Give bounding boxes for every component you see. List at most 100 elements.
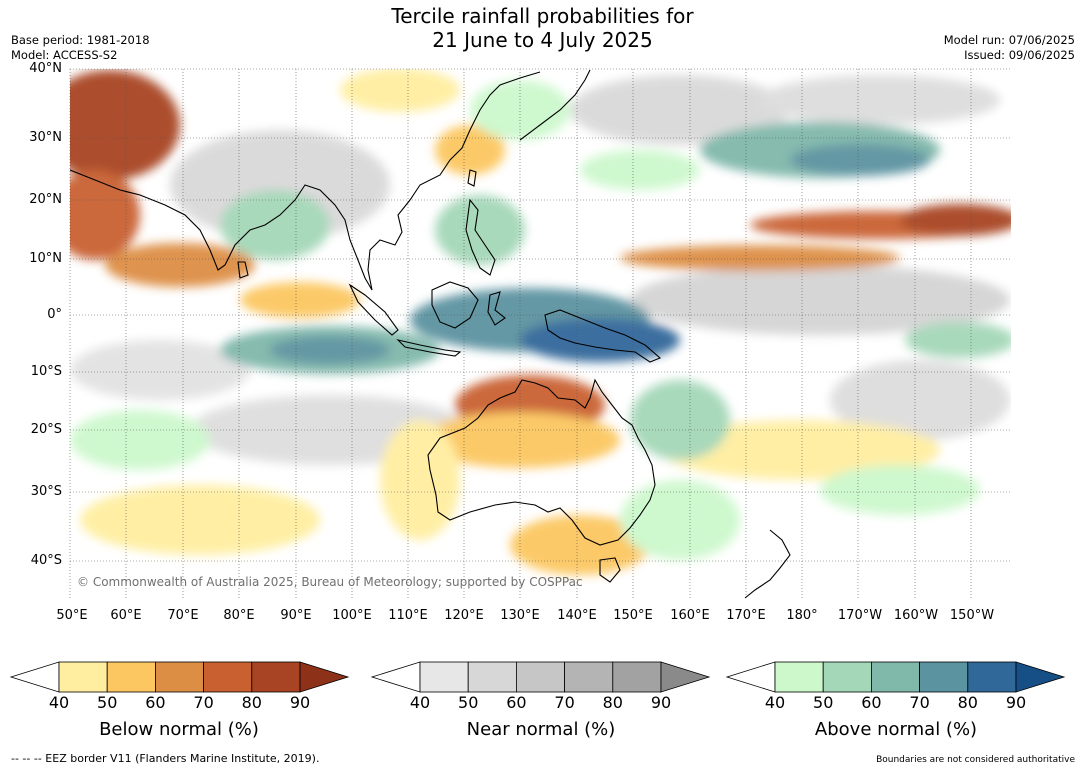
colorbar-swatch — [106, 661, 156, 693]
colorbar-swatch — [774, 661, 824, 693]
coastline-japan — [519, 69, 591, 141]
coastline-philippines — [465, 198, 496, 276]
coastline-sri-lanka — [237, 261, 249, 279]
coastline-tasmania — [599, 557, 621, 583]
lon-label: 160°W — [893, 608, 939, 623]
colorbar-0 — [9, 661, 350, 693]
colorbar-tick-label: 90 — [1005, 693, 1027, 712]
lon-label: 50°E — [56, 608, 88, 623]
lat-label: 0° — [47, 307, 62, 322]
colorbar-swatch — [967, 661, 1017, 693]
coastline-new-guinea — [544, 309, 662, 363]
issued-date: Issued: 09/06/2025 — [964, 48, 1075, 62]
lat-label: 20°S — [30, 422, 62, 437]
colorbar-swatch — [822, 661, 872, 693]
colorbar-swatch — [154, 661, 204, 693]
coastline-sumatra — [348, 283, 399, 336]
lat-label: 30°S — [30, 484, 62, 499]
colorbar-swatch — [871, 661, 921, 693]
colorbar-label-above: Above normal (%) — [814, 719, 978, 740]
coastline-sulawesi — [487, 291, 506, 326]
copyright-notice: © Commonwealth of Australia 2025, Bureau… — [77, 575, 583, 589]
colorbar-left-extension — [725, 661, 776, 693]
colorbar-swatch — [516, 661, 566, 693]
lat-label: 10°S — [30, 364, 62, 379]
colorbar-tick-label: 70 — [554, 693, 575, 712]
colorbar-left-extension — [9, 661, 60, 693]
colorbar-tick-label: 50 — [458, 693, 479, 712]
colorbar-swatch — [58, 661, 108, 693]
model-run: Model run: 07/06/2025 — [943, 33, 1075, 47]
colorbar-tick-label: 80 — [602, 693, 623, 712]
lon-label: 170°W — [837, 608, 883, 623]
colorbar-swatch — [467, 661, 517, 693]
colorbar-right-extension — [1015, 661, 1066, 693]
colorbar-1 — [370, 661, 711, 693]
colorbar-tick-label: 40 — [48, 693, 70, 712]
base-period: Base period: 1981-2018 — [11, 33, 150, 47]
colorbar-tick-label: 90 — [650, 693, 672, 712]
lon-label: 150°W — [949, 608, 995, 623]
lat-label: 40°N — [29, 61, 62, 76]
lon-label: 100°E — [332, 608, 372, 623]
coastlines — [70, 69, 791, 599]
lat-label: 30°N — [29, 130, 62, 145]
graticule — [69, 68, 1011, 600]
colorbars — [9, 661, 1066, 693]
lon-label: 150°E — [613, 608, 653, 623]
model-name: Model: ACCESS-S2 — [11, 48, 118, 62]
colorbar-tick-label: 50 — [97, 693, 118, 712]
lon-label: 90°E — [280, 608, 312, 623]
colorbar-swatch — [612, 661, 662, 693]
colorbar-swatch — [203, 661, 253, 693]
colorbar-tick-label: 60 — [861, 693, 882, 712]
coastline-java — [396, 339, 462, 357]
colorbar-right-extension — [660, 661, 711, 693]
boundary-disclaimer: Boundaries are not considered authoritat… — [876, 755, 1075, 765]
colorbar-tick-label: 80 — [957, 693, 978, 712]
colorbar-tick-label: 40 — [409, 693, 431, 712]
lon-label: 120°E — [444, 608, 484, 623]
colorbar-right-extension — [299, 661, 350, 693]
colorbar-tick-label: 90 — [289, 693, 311, 712]
meta-left: Base period: 1981-2018 Model: ACCESS-S2 — [11, 33, 150, 63]
colorbar-tick-label: 50 — [813, 693, 834, 712]
lat-label: 20°N — [29, 192, 62, 207]
colorbar-swatch — [419, 661, 469, 693]
colorbar-swatch — [919, 661, 969, 693]
lon-label: 60°E — [110, 608, 142, 623]
colorbar-tick-label: 60 — [145, 693, 166, 712]
lon-label: 140°E — [557, 608, 597, 623]
colorbar-tick-label: 60 — [506, 693, 527, 712]
coastline-new-zealand — [744, 529, 791, 599]
colorbar-swatch — [564, 661, 614, 693]
coastline-taiwan — [467, 169, 477, 187]
colorbar-2 — [725, 661, 1066, 693]
colorbar-tick-label: 70 — [909, 693, 930, 712]
colorbar-tick-label: 80 — [241, 693, 262, 712]
lon-label: 180° — [786, 608, 818, 623]
lat-label: 40°S — [30, 553, 62, 568]
lat-label: 10°N — [29, 251, 62, 266]
colorbar-tick-label: 40 — [764, 693, 786, 712]
lon-label: 110°E — [388, 608, 428, 623]
colorbar-swatch — [251, 661, 301, 693]
colorbar-left-extension — [370, 661, 421, 693]
meta-right: Model run: 07/06/2025 Issued: 09/06/2025 — [944, 33, 1075, 63]
coastline-borneo — [431, 281, 479, 329]
title-line-2: 21 June to 4 July 2025 — [432, 28, 653, 52]
lon-label: 80°E — [223, 608, 255, 623]
colorbar-label-near: Near normal (%) — [466, 719, 616, 740]
lon-label: 70°E — [167, 608, 199, 623]
map-title: Tercile rainfall probabilities for 21 Ju… — [0, 4, 1085, 52]
rainfall-probability-map — [69, 68, 1011, 600]
coastline-australia — [427, 378, 656, 546]
lon-label: 130°E — [500, 608, 540, 623]
lon-label: 170°E — [726, 608, 766, 623]
colorbar-tick-label: 70 — [193, 693, 214, 712]
coastline-asia — [70, 71, 541, 291]
probability-field — [70, 69, 1011, 575]
title-line-1: Tercile rainfall probabilities for — [391, 4, 694, 28]
colorbar-label-below: Below normal (%) — [99, 719, 259, 740]
eez-border-note: -- -- -- EEZ border V11 (Flanders Marine… — [11, 752, 320, 765]
